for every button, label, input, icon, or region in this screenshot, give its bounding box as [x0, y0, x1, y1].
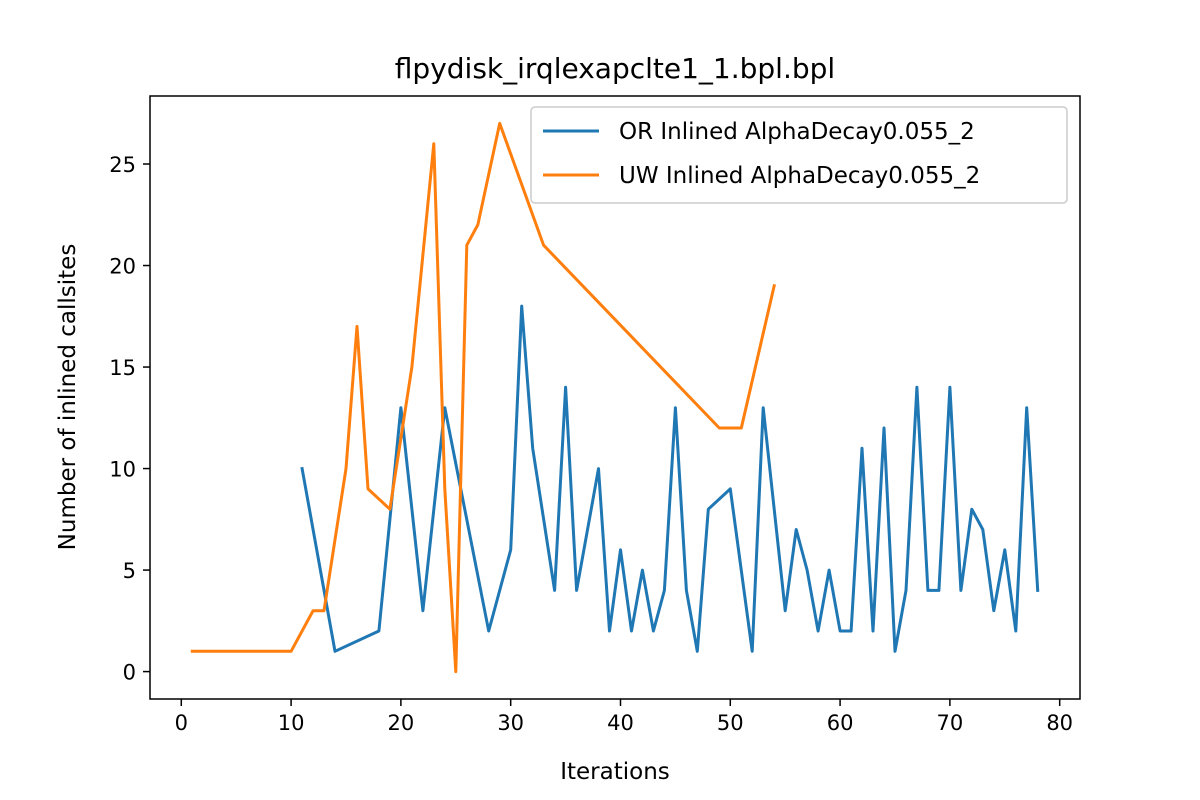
y-tick-label: 10	[109, 458, 136, 482]
x-tick-label: 20	[388, 711, 415, 735]
legend-entry: OR Inlined AlphaDecay0.055_2	[619, 119, 975, 145]
legend-box	[530, 106, 1068, 204]
y-tick-label: 5	[123, 559, 136, 583]
y-axis: 0 5 10 15 20 25	[109, 153, 150, 685]
legend-entry: UW Inlined AlphaDecay0.055_2	[619, 163, 980, 189]
y-tick-label: 20	[109, 255, 136, 279]
x-tick-label: 0	[175, 711, 188, 735]
x-axis: 0 10 20 30 40 50 60 70 80	[175, 699, 1073, 735]
y-axis-label: Number of inlined callsites	[55, 244, 81, 551]
x-tick-label: 40	[607, 711, 634, 735]
x-tick-label: 30	[497, 711, 524, 735]
x-tick-label: 60	[827, 711, 854, 735]
x-tick-label: 80	[1046, 711, 1073, 735]
plot-frame	[149, 95, 1081, 700]
y-tick-label: 15	[109, 356, 136, 380]
chart-title: flpydisk_irqlexapclte1_1.bpl.bpl	[395, 52, 835, 85]
x-axis-label: Iterations	[560, 759, 670, 785]
series-line-0	[300, 304, 1040, 653]
x-tick-label: 10	[278, 711, 305, 735]
y-tick-label: 0	[123, 661, 136, 685]
y-tick-label: 25	[109, 153, 136, 177]
legend: OR Inlined AlphaDecay0.055_2 UW Inlined A…	[530, 106, 1068, 204]
x-tick-label: 50	[717, 711, 744, 735]
x-tick-label: 70	[937, 711, 964, 735]
series-layer	[190, 121, 1040, 674]
series-line-1	[190, 121, 776, 674]
